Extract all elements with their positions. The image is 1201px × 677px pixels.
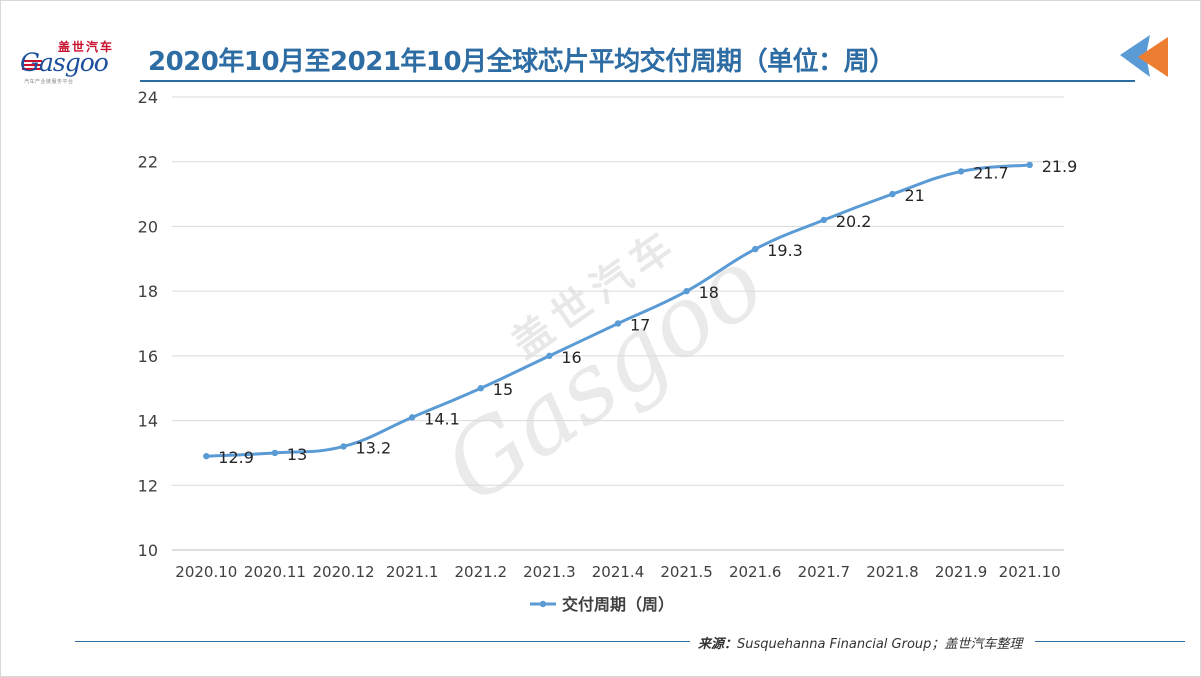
y-tick-label: 14: [138, 412, 158, 431]
y-tick-label: 18: [138, 282, 158, 301]
data-label: 13.2: [356, 438, 392, 457]
data-label: 15: [493, 380, 513, 399]
x-tick-label: 2021.6: [729, 563, 782, 581]
data-label: 21.7: [973, 163, 1009, 182]
data-labels: 12.9 13 13.2 14.1 15 16 17 18 19.3 20.2 21 21.7 21.9: [218, 157, 1077, 467]
data-point: [477, 385, 484, 392]
corner-arrow-icon: [1120, 35, 1168, 77]
title-underline: [140, 80, 1135, 82]
data-point: [203, 452, 210, 460]
data-point: [957, 168, 965, 175]
data-label: 19.3: [767, 241, 803, 260]
logo-english-text: Gasgoo: [20, 48, 109, 77]
gasgoo-logo: 盖世汽车 Gasgoo 汽车产业链服务平台: [20, 38, 130, 86]
y-axis-ticks: 10 12 14 16 18 20 22 24: [138, 88, 158, 560]
data-point: [752, 245, 759, 253]
y-tick-label: 22: [138, 153, 158, 172]
data-point: [271, 449, 279, 457]
data-point: [820, 216, 828, 224]
data-label: 21: [904, 186, 924, 205]
data-label: 20.2: [836, 212, 872, 231]
data-label: 17: [630, 316, 650, 335]
data-label: 12.9: [218, 448, 254, 467]
logo-chinese-text: 盖世汽车: [58, 40, 115, 54]
footer-rule-right: [1035, 641, 1185, 642]
data-label: 13: [287, 445, 307, 464]
data-point: [614, 320, 622, 327]
x-tick-label: 2021.3: [523, 563, 576, 581]
data-label: 21.9: [1042, 157, 1078, 176]
x-tick-label: 2020.10: [175, 563, 237, 581]
data-point: [1026, 161, 1033, 169]
x-tick-label: 2021.5: [660, 563, 713, 581]
logo-stripes-icon: [22, 60, 42, 70]
source-label: 来源：: [698, 637, 738, 652]
x-tick-label: 2021.4: [592, 563, 645, 581]
x-tick-label: 2020.12: [313, 563, 375, 581]
x-tick-label: 2021.8: [866, 563, 919, 581]
x-tick-label: 2020.11: [244, 563, 306, 581]
data-points: [203, 161, 1033, 460]
data-label: 14.1: [424, 409, 460, 428]
x-tick-label: 2021.1: [386, 563, 439, 581]
x-tick-label: 2021.7: [798, 563, 851, 581]
y-tick-label: 24: [138, 88, 158, 107]
footer-rule-left: [75, 641, 690, 642]
data-point: [546, 352, 553, 360]
data-point: [408, 414, 416, 421]
y-tick-label: 16: [138, 347, 158, 366]
x-tick-label: 2021.10: [999, 563, 1061, 581]
data-label: 16: [561, 348, 581, 367]
data-point: [340, 443, 347, 450]
x-axis-ticks: 2020.10 2020.11 2020.12 2021.1 2021.2 2021.3 2…: [175, 563, 1060, 581]
legend-label: 交付周期（周）: [562, 595, 674, 614]
data-label: 18: [699, 283, 719, 302]
source-text: Susquehanna Financial Group；盖世汽车整理: [737, 637, 1023, 652]
y-tick-label: 10: [138, 541, 158, 560]
chart-gridlines: [172, 96, 1064, 551]
x-tick-label: 2021.2: [455, 563, 508, 581]
source-note: 来源：Susquehanna Financial Group；盖世汽车整理: [698, 633, 1022, 652]
chart-legend: 交付周期（周）: [530, 595, 674, 614]
legend-marker: [539, 600, 547, 608]
data-point: [889, 190, 896, 198]
logo-subtitle: 汽车产业链服务平台: [24, 79, 74, 85]
x-tick-label: 2021.9: [935, 563, 988, 581]
chart-title: 2020年10月至2021年10月全球芯片平均交付周期（单位：周）: [148, 47, 895, 77]
y-tick-label: 12: [138, 476, 158, 495]
y-tick-label: 20: [138, 217, 158, 236]
data-point: [683, 287, 690, 295]
